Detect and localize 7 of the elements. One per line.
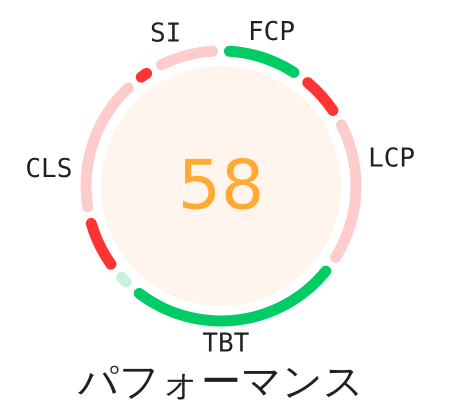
- slice-label: CLS: [25, 154, 72, 184]
- text: パフォーマンス: [77, 359, 364, 405]
- slice-label: TBT: [202, 328, 250, 358]
- slice-label: FCP: [248, 17, 295, 48]
- text: 58: [178, 146, 264, 226]
- slice-label: SI: [150, 18, 182, 48]
- slice-label: LCP: [368, 144, 416, 174]
